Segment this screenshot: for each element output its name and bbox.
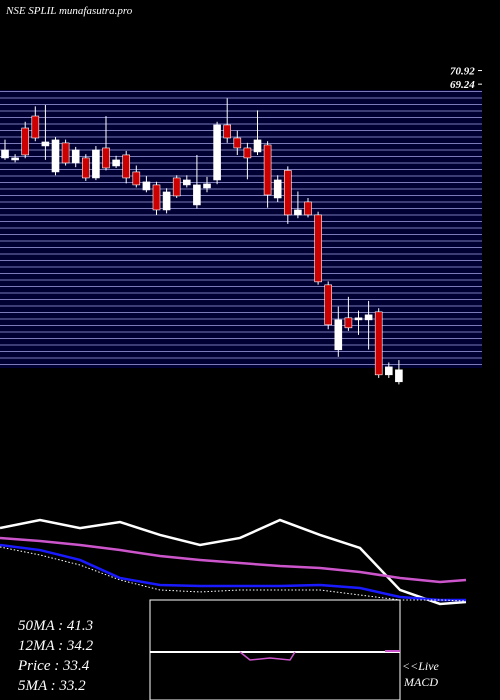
candle-body (92, 149, 100, 179)
candle-body (324, 284, 333, 326)
candle-body (102, 147, 110, 169)
candle-body (203, 183, 211, 189)
candle-body (304, 201, 312, 216)
candle-body (253, 139, 262, 153)
candle-body (384, 366, 393, 376)
candle-body (243, 147, 252, 159)
macd-label: MACD (403, 675, 438, 689)
candle-body (193, 184, 201, 206)
candle-body (223, 124, 231, 139)
stat-label: 12MA : 34.2 (18, 638, 94, 654)
candle-body (294, 209, 302, 216)
plot-background (0, 90, 482, 368)
y-tick-label: 70.92 (450, 66, 475, 78)
stat-label: 5MA : 33.2 (18, 678, 86, 694)
candle-body (82, 157, 90, 179)
candle-body (1, 149, 9, 159)
candle-body (11, 157, 19, 161)
candle-body (142, 181, 151, 191)
candle-body (233, 137, 242, 149)
stat-label: 50MA : 41.3 (18, 618, 93, 634)
candle-body (364, 314, 373, 321)
candle-body (334, 319, 343, 351)
candle-body (283, 170, 292, 216)
candle-body (354, 317, 363, 321)
candle-body (21, 127, 30, 156)
candle-body (314, 214, 322, 283)
y-tick-label: 69.24 (450, 79, 475, 91)
candle-body (183, 179, 191, 186)
candle-body (213, 124, 221, 181)
candle-body (344, 317, 353, 329)
candle-body (374, 311, 383, 376)
indicator-line (0, 543, 466, 602)
candle-body (273, 179, 282, 199)
candle-body (263, 144, 272, 196)
candle-body (61, 142, 70, 164)
chart-title: NSE SPLIL munafasutra.pro (5, 5, 133, 17)
candle-body (112, 159, 120, 167)
indicator-line (0, 546, 467, 602)
candle-body (31, 115, 40, 139)
candle-body (172, 177, 181, 197)
candle-body (162, 191, 171, 211)
live-label: <<Live (402, 659, 440, 673)
candle-body (132, 171, 141, 186)
candle-body (71, 149, 80, 164)
candle-body (122, 154, 130, 179)
candle-body (51, 139, 60, 173)
indicator-line (0, 536, 467, 584)
candle-body (41, 141, 50, 147)
stat-label: Price : 33.4 (17, 658, 90, 674)
candle-body (395, 369, 403, 383)
candle-body (152, 184, 161, 211)
macd-box (149, 599, 401, 700)
indicator-line (0, 518, 467, 606)
macd-line (239, 651, 296, 661)
